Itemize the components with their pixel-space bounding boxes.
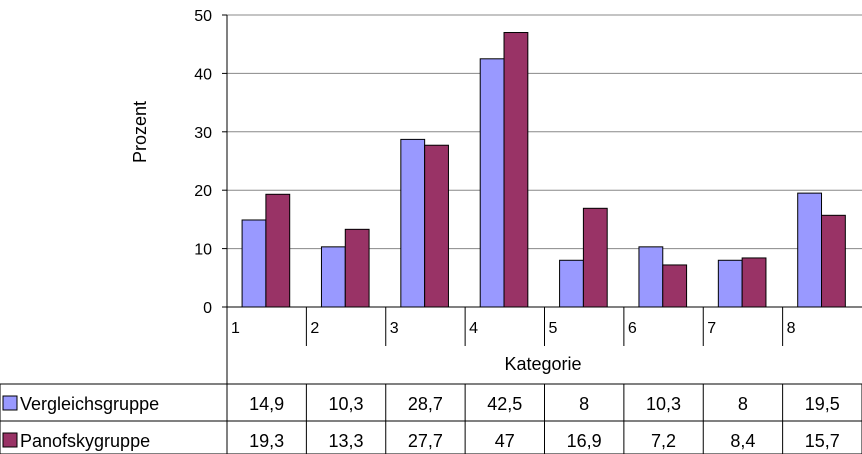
category-label: 7 — [707, 320, 716, 337]
x-axis-title: Kategorie — [504, 354, 581, 374]
bar-panofskygruppe — [741, 257, 767, 308]
bar-panofskygruppe — [662, 264, 688, 308]
table-cell: 42,5 — [487, 394, 522, 414]
category-label: 3 — [390, 320, 399, 337]
table-cell: 7,2 — [651, 431, 676, 451]
bar-panofskygruppe — [424, 144, 449, 308]
table-cell: 19,3 — [249, 431, 284, 451]
y-tick-label: 0 — [203, 300, 212, 317]
y-axis-title: Prozent — [130, 101, 150, 163]
table-cell: 28,7 — [408, 394, 443, 414]
table-cell: 8 — [738, 394, 748, 414]
y-tick-label: 10 — [194, 242, 212, 259]
table-cell: 27,7 — [408, 431, 443, 451]
data-table: Vergleichsgruppe 14,9 10,3 28,7 42,5 8 10,3 8 19… — [0, 383, 862, 454]
bar-vergleichsgruppe — [797, 192, 823, 308]
table-cell: 15,7 — [805, 431, 840, 451]
bar-vergleichsgruppe — [320, 246, 346, 308]
y-tick-label: 40 — [194, 66, 212, 83]
bar-vergleichsgruppe — [400, 138, 426, 308]
table-cell: 19,5 — [805, 394, 840, 414]
bar-panofskygruppe — [821, 214, 846, 308]
bar-panofskygruppe — [582, 207, 608, 308]
table-cell: 14,9 — [249, 394, 284, 414]
category-label: 4 — [469, 320, 478, 337]
bar-vergleichsgruppe — [479, 58, 505, 308]
table-cell: 10,3 — [646, 394, 681, 414]
table-cell: 8 — [579, 394, 589, 414]
category-label: 8 — [787, 320, 796, 337]
legend-label: Vergleichsgruppe — [20, 394, 159, 414]
bar-vergleichsgruppe — [559, 259, 584, 308]
bar-vergleichsgruppe — [638, 246, 664, 308]
table-cell: 13,3 — [329, 431, 364, 451]
table-cell: 8,4 — [730, 431, 755, 451]
bar-panofskygruppe — [265, 193, 291, 308]
bar-panofskygruppe — [503, 32, 529, 308]
bar-panofskygruppe — [344, 228, 370, 308]
category-label: 1 — [231, 320, 240, 337]
category-labels: 1 2 3 4 5 6 7 8 — [226, 307, 796, 384]
y-tick-labels: 0 10 20 30 40 50 — [194, 8, 212, 317]
category-label: 6 — [628, 320, 637, 337]
y-tick-label: 20 — [194, 183, 212, 200]
legend-label: Panofskygruppe — [20, 431, 150, 451]
bar-vergleichsgruppe — [241, 219, 267, 308]
table-cell: 47 — [495, 431, 515, 451]
category-label: 2 — [310, 320, 319, 337]
table-cell: 16,9 — [567, 431, 602, 451]
bars — [227, 32, 862, 308]
legend-swatch — [2, 395, 18, 411]
legend-swatch — [2, 432, 18, 448]
y-tick-label: 30 — [194, 125, 212, 142]
table-cell: 10,3 — [329, 394, 364, 414]
bar-vergleichsgruppe — [717, 259, 743, 308]
category-label: 5 — [549, 320, 558, 337]
y-tick-label: 50 — [194, 8, 212, 25]
